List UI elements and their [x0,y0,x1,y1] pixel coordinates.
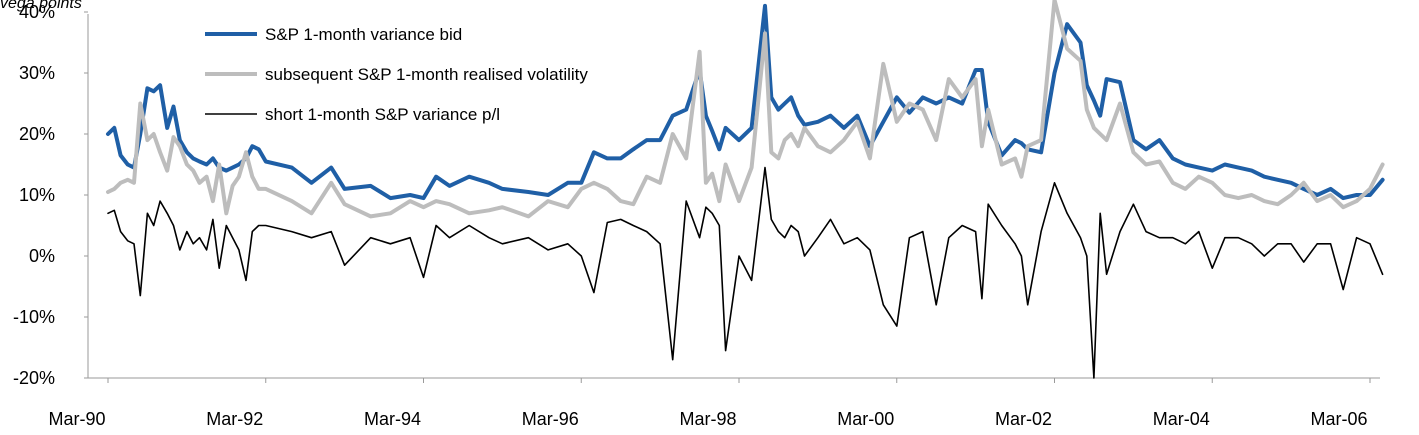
series-line-2 [106,0,1385,219]
y-tick-label: 0% [29,246,55,266]
x-tick-label: Mar-94 [364,409,421,429]
x-tick-label: Mar-02 [995,409,1052,429]
series-layer [106,0,1385,379]
x-tick-label: Mar-98 [679,409,736,429]
y-axis-title: vega points [0,0,82,12]
y-tick-label: 20% [19,124,55,144]
series-line-3 [107,166,1384,379]
x-tick-label: Mar-96 [522,409,579,429]
y-tick-label: 30% [19,63,55,83]
y-tick-label: -10% [13,307,55,327]
legend-label-1: S&P 1-month variance bid [265,25,462,44]
x-tick-label: Mar-00 [837,409,894,429]
x-tick-label: Mar-06 [1310,409,1367,429]
x-tick-label: Mar-04 [1153,409,1210,429]
axes: -20% -10% 0% 10% 20% 30% 40% Mar-90 Mar-92 Mar-94… [13,2,1380,429]
series-line-1 [106,3,1385,201]
legend: S&P 1-month variance bid subsequent S&P 1… [205,25,588,124]
legend-label-2: subsequent S&P 1-month realised volatili… [265,65,588,84]
legend-label-3: short 1-month S&P variance p/l [265,105,500,124]
y-tick-label: 40% [19,2,55,22]
x-tick-label: Mar-90 [48,409,105,429]
y-tick-label: -20% [13,368,55,388]
x-tick-label: Mar-92 [206,409,263,429]
y-tick-label: 10% [19,185,55,205]
